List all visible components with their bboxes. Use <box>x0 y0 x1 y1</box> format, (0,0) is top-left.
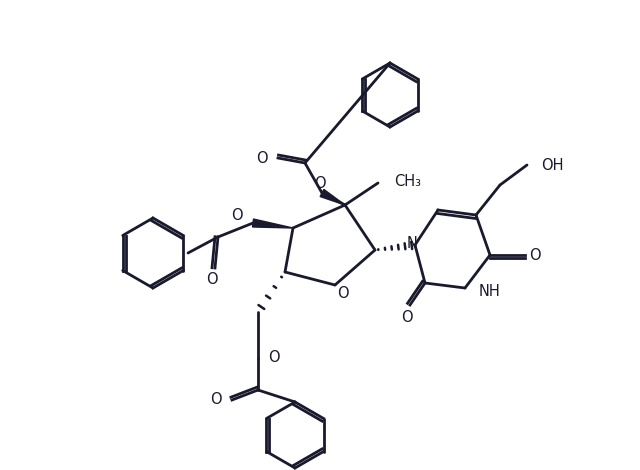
Text: O: O <box>206 273 218 288</box>
Text: O: O <box>337 285 349 300</box>
Text: O: O <box>211 392 222 407</box>
Polygon shape <box>253 219 293 228</box>
Text: OH: OH <box>541 157 563 172</box>
Text: O: O <box>268 351 280 366</box>
Text: O: O <box>257 150 268 165</box>
Text: CH₃: CH₃ <box>394 173 421 188</box>
Text: O: O <box>529 248 541 263</box>
Text: O: O <box>401 311 413 326</box>
Polygon shape <box>320 189 345 205</box>
Text: NH: NH <box>479 283 500 298</box>
Text: O: O <box>314 175 326 190</box>
Text: N: N <box>406 235 417 251</box>
Text: O: O <box>232 207 243 222</box>
